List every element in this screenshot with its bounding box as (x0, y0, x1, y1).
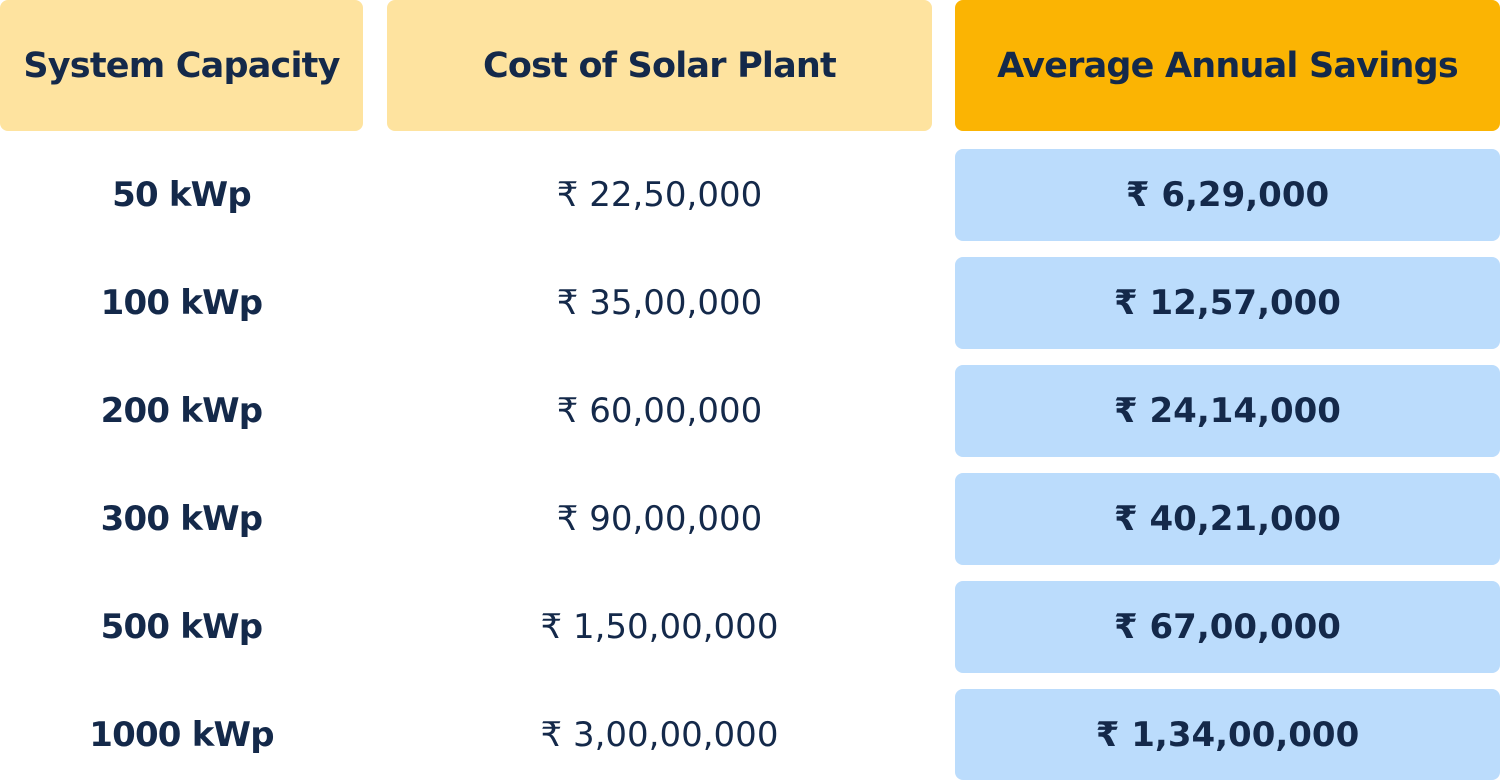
cost-cell: ₹ 22,50,000 (556, 175, 763, 215)
capacity-cell: 300 kWp (100, 499, 263, 539)
savings-cell: ₹ 67,00,000 (955, 581, 1500, 673)
capacity-cell: 1000 kWp (89, 714, 274, 755)
capacity-cell: 50 kWp (112, 175, 252, 215)
capacity-cell: 200 kWp (100, 391, 263, 431)
header-cost-of-solar-plant: Cost of Solar Plant (387, 0, 932, 131)
savings-cell: ₹ 12,57,000 (955, 257, 1500, 349)
cost-cell: ₹ 35,00,000 (556, 283, 763, 323)
capacity-cell: 500 kWp (100, 607, 263, 647)
cost-cell: ₹ 60,00,000 (556, 391, 763, 431)
savings-cell: ₹ 40,21,000 (955, 473, 1500, 565)
savings-cell: ₹ 24,14,000 (955, 365, 1500, 457)
cost-cell: ₹ 3,00,00,000 (540, 714, 779, 755)
savings-cell: ₹ 6,29,000 (955, 149, 1500, 241)
header-average-annual-savings: Average Annual Savings (955, 0, 1500, 131)
savings-cell: ₹ 1,34,00,000 (955, 689, 1500, 780)
header-system-capacity: System Capacity (0, 0, 363, 131)
capacity-cell: 100 kWp (100, 283, 263, 323)
cost-cell: ₹ 1,50,00,000 (540, 607, 779, 647)
cost-cell: ₹ 90,00,000 (556, 499, 763, 539)
